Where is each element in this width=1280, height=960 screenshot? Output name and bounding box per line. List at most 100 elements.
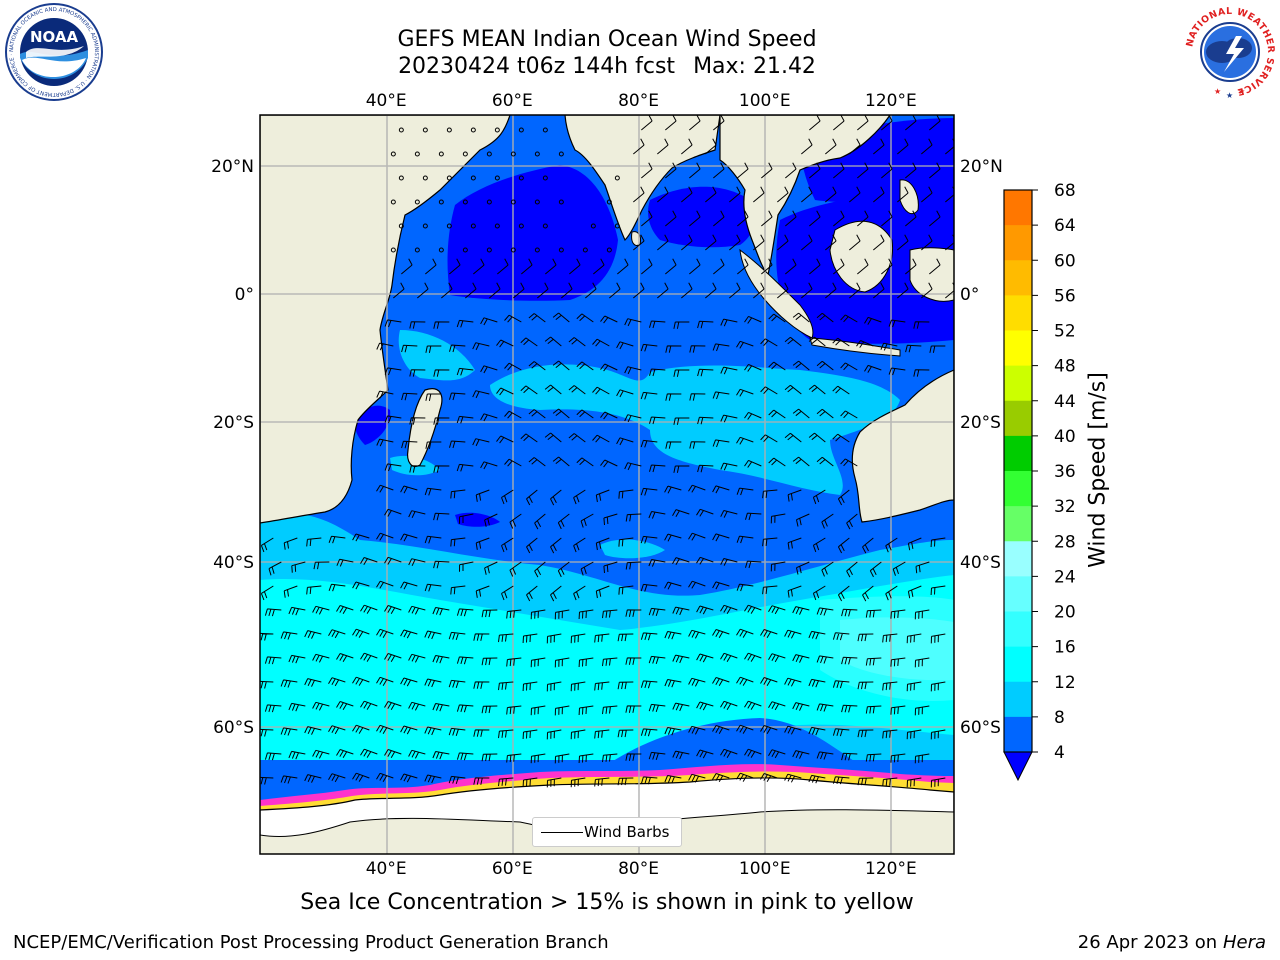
wind-barb: [496, 339, 514, 348]
wind-barbs: [260, 115, 954, 788]
wind-barb: [433, 560, 450, 569]
wind-barb: [528, 457, 546, 467]
lon-tick-top: 40°E: [366, 91, 407, 111]
wind-barb: [857, 633, 874, 642]
wind-barb: [744, 652, 762, 662]
wind-barb: [664, 775, 682, 784]
wind-barb: [544, 384, 562, 395]
wind-barb: [930, 537, 946, 548]
wind-barb: [522, 681, 538, 692]
lat-tick-left: 20°N: [211, 157, 254, 177]
wind-barb: [864, 316, 882, 325]
wind-barb: [400, 485, 418, 494]
wind-barb: [929, 162, 941, 179]
wind-barb: [328, 535, 346, 544]
wind-barb: [552, 360, 570, 371]
wind-barb: [424, 583, 442, 592]
wind-barb: [594, 729, 610, 739]
calm-circle-mark: [438, 199, 444, 205]
wind-barb: [857, 162, 869, 179]
wind-barb: [578, 657, 594, 668]
wind-barb: [784, 384, 802, 395]
wind-barb: [648, 511, 666, 519]
wind-barb: [449, 392, 466, 401]
wind-barb: [664, 679, 682, 688]
wind-barb: [929, 258, 941, 275]
wind-barb: [557, 561, 570, 578]
wind-barb: [737, 210, 749, 227]
wind-barb: [833, 210, 845, 227]
colorbar-tick-label: 4: [1054, 743, 1065, 763]
wind-barb: [665, 162, 677, 179]
wind-barb: [617, 258, 629, 275]
wind-barb: [352, 676, 370, 686]
wind-barb: [472, 342, 490, 351]
wind-barb: [595, 489, 610, 503]
wind-barb: [260, 776, 274, 785]
nws-logo: NATIONAL WEATHER SERVICE ★ ★ ★: [1183, 5, 1277, 100]
wind-barb: [657, 186, 669, 203]
wind-barb: [689, 210, 701, 227]
colorbar-bin: [1004, 190, 1032, 226]
wind-barb: [761, 210, 773, 227]
wind-barb: [352, 724, 370, 734]
wind-barb: [633, 282, 645, 299]
wind-barb: [260, 585, 274, 601]
wind-barb: [849, 186, 861, 203]
wind-barb: [792, 750, 810, 759]
wind-barb: [400, 725, 418, 735]
wind-barb: [506, 753, 522, 763]
wind-barb: [885, 537, 898, 553]
wind-barb: [672, 654, 690, 664]
wind-barb: [897, 234, 909, 251]
wind-barb: [787, 585, 802, 598]
wind-barb: [506, 657, 522, 667]
wind-barb: [260, 728, 274, 737]
wind-barb: [595, 537, 610, 551]
calm-region-bay-of-bengal: [648, 186, 756, 248]
wind-barb: [664, 485, 682, 494]
wind-barb: [498, 633, 514, 643]
wind-barb: [522, 729, 538, 740]
wind-barb: [336, 558, 354, 567]
wind-barb: [489, 282, 501, 299]
wind-barb: [554, 609, 570, 620]
wind-barb: [580, 561, 594, 576]
wind-barb: [534, 513, 546, 530]
calm-circle-mark: [398, 223, 404, 229]
wind-barb: [473, 681, 490, 689]
wind-barb: [837, 537, 850, 554]
wind-barb: [744, 748, 762, 758]
calm-circle-mark: [446, 223, 452, 229]
wind-barb: [336, 605, 354, 615]
wind-barb: [816, 655, 834, 664]
wind-barb: [288, 606, 306, 616]
wind-barb: [881, 115, 893, 131]
lon-tick-top: 120°E: [865, 91, 917, 111]
wind-barb: [712, 725, 730, 735]
wind-barb: [640, 583, 658, 592]
wind-barb: [456, 752, 474, 761]
wind-barb: [784, 677, 802, 687]
wind-barb: [865, 753, 882, 762]
wind-barb: [522, 633, 538, 644]
wind-barb: [825, 138, 837, 155]
wind-barb: [890, 753, 906, 763]
colorbar-tick-label: 44: [1054, 392, 1076, 412]
wind-barb: [360, 748, 378, 758]
calm-circle-mark: [462, 247, 468, 253]
wind-barb: [713, 115, 725, 131]
wind-barb: [617, 777, 634, 786]
wind-barb: [929, 345, 946, 353]
wind-barb: [546, 681, 562, 692]
wind-barb: [573, 537, 586, 553]
wind-barb: [400, 629, 418, 639]
wind-barb: [544, 336, 562, 347]
wind-barb: [930, 729, 946, 740]
wind-barb: [825, 234, 837, 251]
wind-barb: [448, 679, 466, 689]
wind-barb: [450, 489, 466, 499]
calm-circle-mark: [494, 127, 500, 133]
wind-barb: [689, 258, 701, 275]
wind-barb: [720, 366, 738, 375]
